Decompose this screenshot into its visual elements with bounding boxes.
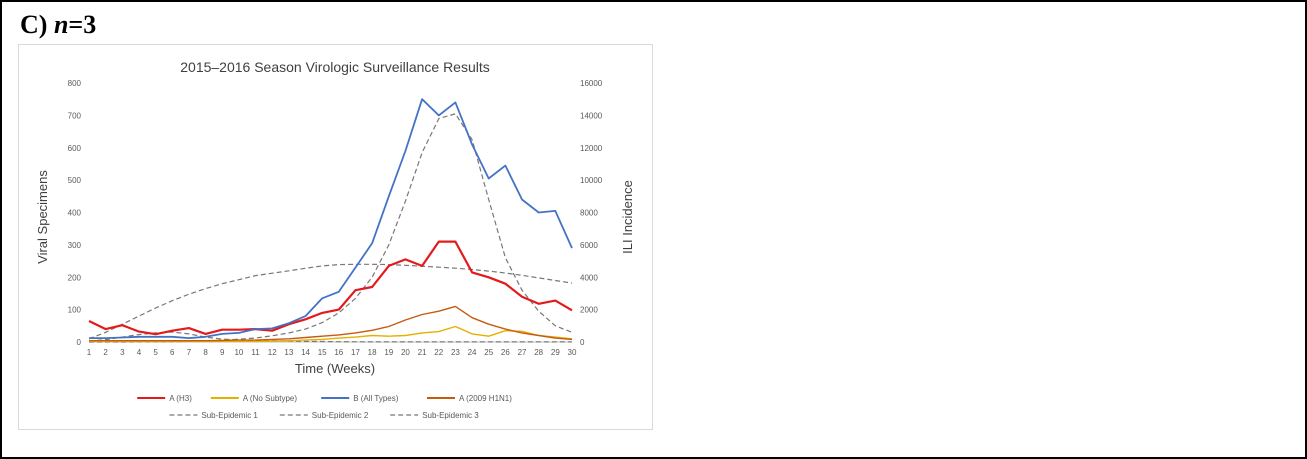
legend: A (H3) A (No Subtype) B (All Types) A (2009… (137, 394, 512, 420)
x-tick-label: 19 (384, 348, 393, 357)
x-tick-label: 20 (401, 348, 410, 357)
x-tick-label: 1 (87, 348, 92, 357)
y-axis-label-right: ILI Incidence (620, 180, 635, 254)
legend-label: Sub-Epidemic 3 (422, 411, 479, 420)
x-tick-label: 21 (418, 348, 427, 357)
y-tick-label-left: 100 (68, 306, 82, 315)
y-axis-label-left: Viral Specimens (35, 170, 50, 264)
x-tick-label: 11 (251, 348, 260, 357)
chart-title: 2015–2016 Season Virologic Surveillance … (180, 59, 490, 75)
x-tick-label: 14 (301, 348, 310, 357)
legend-label: Sub-Epidemic 1 (201, 411, 258, 420)
x-tick-label: 5 (153, 348, 158, 357)
x-tick-label: 15 (318, 348, 327, 357)
x-tick-label: 29 (551, 348, 560, 357)
x-tick-label: 18 (368, 348, 377, 357)
x-tick-label: 2 (103, 348, 108, 357)
line-chart: 2015–2016 Season Virologic Surveillance … (35, 59, 635, 420)
legend-label: A (No Subtype) (243, 394, 298, 403)
y-tick-label-left: 800 (68, 79, 82, 88)
series-line-sub-epidemic-2 (88, 263, 573, 340)
chart-container: 2015–2016 Season Virologic Surveillance … (18, 44, 653, 430)
legend-label: A (2009 H1N1) (459, 394, 512, 403)
panel-suffix: =3 (68, 10, 97, 39)
series-line-a-2009-h1n1 (89, 305, 573, 342)
x-tick-label: 3 (120, 348, 125, 357)
y-tick-label-right: 12000 (580, 144, 603, 153)
legend-label: Sub-Epidemic 2 (312, 411, 369, 420)
x-tick-label: 30 (568, 348, 577, 357)
series-line-b-all-types (89, 98, 573, 340)
x-tick-label: 7 (187, 348, 192, 357)
y-tick-label-left: 600 (68, 144, 82, 153)
y-tick-label-left: 400 (68, 209, 82, 218)
y-tick-label-left: 0 (77, 338, 82, 347)
x-tick-label: 4 (137, 348, 142, 357)
series-group (88, 98, 573, 343)
x-tick-label: 9 (220, 348, 225, 357)
y-tick-label-right: 16000 (580, 79, 603, 88)
x-tick-label: 12 (268, 348, 277, 357)
x-tick-label: 28 (534, 348, 543, 357)
panel-n: n (53, 10, 69, 39)
y-tick-label-left: 500 (68, 176, 82, 185)
y-tick-label-right: 8000 (580, 209, 598, 218)
x-tick-label: 26 (501, 348, 510, 357)
y-tick-label-right: 0 (580, 338, 585, 347)
y-tick-label-right: 10000 (580, 176, 603, 185)
legend-label: A (H3) (169, 394, 192, 403)
x-axis-label: Time (Weeks) (295, 361, 375, 376)
x-tick-label: 13 (284, 348, 293, 357)
x-tick-label: 6 (170, 348, 175, 357)
y-tick-label-left: 700 (68, 111, 82, 120)
legend-label: B (All Types) (353, 394, 399, 403)
x-tick-label: 23 (451, 348, 460, 357)
series-line-sub-epidemic-3 (89, 113, 573, 343)
y-tick-label-right: 6000 (580, 241, 598, 250)
x-tick-label: 16 (334, 348, 343, 357)
y-tick-label-right: 4000 (580, 273, 598, 282)
x-tick-label: 25 (484, 348, 493, 357)
y-tick-label-left: 200 (68, 273, 82, 282)
series-line-a-h3 (88, 240, 573, 336)
x-tick-label: 22 (434, 348, 443, 357)
x-tick-label: 17 (351, 348, 360, 357)
y-tick-label-right: 2000 (580, 306, 598, 315)
y-tick-label-left: 300 (68, 241, 82, 250)
panel-label: C) n=3 (20, 10, 96, 40)
y-tick-label-right: 14000 (580, 111, 603, 120)
panel-prefix: C) (20, 10, 54, 39)
x-tick-label: 10 (234, 348, 243, 357)
x-tick-label: 24 (468, 348, 477, 357)
x-tick-label: 27 (518, 348, 527, 357)
x-tick-label: 8 (203, 348, 208, 357)
